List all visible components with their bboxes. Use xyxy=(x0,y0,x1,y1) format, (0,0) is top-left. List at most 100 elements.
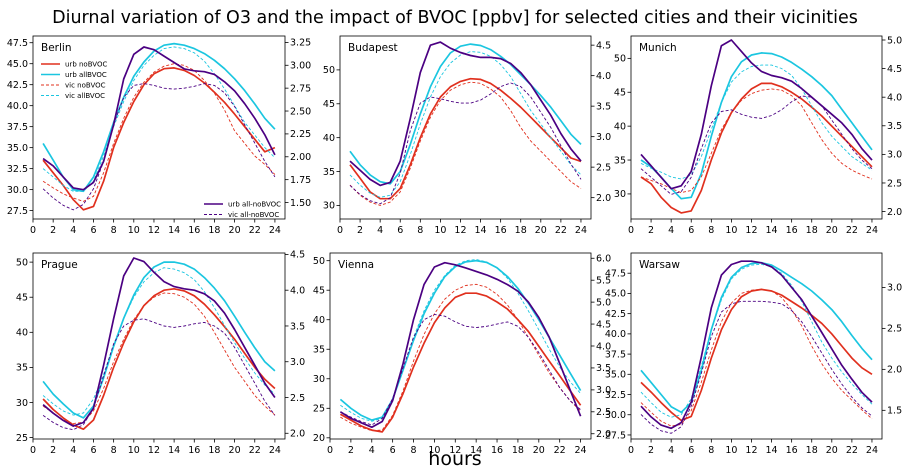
series-line-urb-noBVOC xyxy=(42,287,276,431)
series-line-vic-allBVOC xyxy=(349,51,582,198)
y-tick-label: 42.5 xyxy=(605,309,626,320)
y2-tick-label: 2.5 xyxy=(596,162,611,173)
x-tick-label: 22 xyxy=(554,445,566,456)
series-line-urb-all-noBVOC xyxy=(42,257,276,427)
x-tick-label: 6 xyxy=(688,225,694,236)
x-tick-label: 0 xyxy=(327,445,333,456)
y2-tick-label: 2.5 xyxy=(290,393,305,404)
y-tick-label: 30 xyxy=(323,201,335,212)
x-tick-label: 12 xyxy=(745,225,757,236)
y-tick-label: 45 xyxy=(16,293,28,304)
series-line-vic-allBVOC xyxy=(42,46,276,192)
y2-tick-label: 1.5 xyxy=(887,406,902,417)
y2-tick-label: 3.0 xyxy=(887,150,902,161)
series-line-urb-noBVOC xyxy=(349,77,582,200)
y2-tick-label: 3.5 xyxy=(290,321,305,332)
y-tick-label: 30.0 xyxy=(605,410,626,421)
y2-tick-label: 3.5 xyxy=(596,363,611,374)
y2-tick-label: 2.5 xyxy=(596,407,611,418)
x-tick-label: 2 xyxy=(50,225,56,236)
y-tick-label: 35 xyxy=(313,345,325,356)
y2-tick-label: 2.0 xyxy=(596,429,611,440)
y-tick-label: 35 xyxy=(16,363,28,374)
x-tick-label: 8 xyxy=(708,225,714,236)
y2-tick-label: 2.5 xyxy=(887,178,902,189)
x-tick-label: 12 xyxy=(745,445,757,456)
plot-frame xyxy=(630,35,883,220)
y-tick-label: 50 xyxy=(323,65,335,76)
y-tick-label: 40 xyxy=(313,315,325,326)
panel-title: Warsaw xyxy=(639,259,680,271)
series-line-urb-all-noBVOC xyxy=(42,46,276,191)
y2-tick-label: 3.00 xyxy=(290,61,311,72)
y2-tick-label: 2.0 xyxy=(887,365,902,376)
x-tick-label: 2 xyxy=(648,445,654,456)
series-line-urb-allBVOC xyxy=(339,259,582,421)
x-tick-label: 24 xyxy=(866,445,878,456)
x-tick-label: 2 xyxy=(348,445,354,456)
x-tick-label: 14 xyxy=(766,225,778,236)
x-tick-label: 4 xyxy=(369,445,375,456)
chart-panel-budapest: 0 2 4 6 8 10 12 14 16 18 20 22 2430354045502.02.53.0… xyxy=(323,35,611,236)
y2-tick-label: 2.0 xyxy=(887,207,902,218)
x-tick-label: 24 xyxy=(269,225,281,236)
panel-title: Budapest xyxy=(348,42,398,54)
y-tick-label: 40 xyxy=(16,328,28,339)
x-tick-label: 12 xyxy=(449,445,461,456)
legend-label: urb noBVOC xyxy=(65,61,107,69)
y-tick-label: 32.5 xyxy=(7,164,28,175)
x-tick-label: 18 xyxy=(208,445,220,456)
x-tick-label: 24 xyxy=(866,225,878,236)
y-tick-label: 27.5 xyxy=(7,206,28,217)
series-line-urb-allBVOC xyxy=(42,261,276,419)
x-tick-label: 10 xyxy=(128,445,140,456)
x-tick-label: 2 xyxy=(50,445,56,456)
x-tick-label: 18 xyxy=(806,225,818,236)
x-tick-label: 14 xyxy=(766,445,778,456)
y2-tick-label: 6.0 xyxy=(596,254,611,265)
x-tick-label: 8 xyxy=(111,445,117,456)
y2-tick-label: 1.75 xyxy=(290,175,311,186)
y-tick-label: 30 xyxy=(614,189,626,200)
y2-tick-label: 5.0 xyxy=(596,297,611,308)
x-tick-label: 0 xyxy=(628,445,634,456)
series-line-vic-noBVOC xyxy=(640,88,873,194)
y2-tick-label: 4.0 xyxy=(887,92,902,103)
y2-tick-label: 1.50 xyxy=(290,198,311,209)
y-tick-label: 20 xyxy=(313,433,325,444)
series-line-vic-all-noBVOC xyxy=(640,300,873,434)
series-line-vic-noBVOC xyxy=(349,81,582,206)
x-tick-label: 10 xyxy=(725,445,737,456)
x-tick-label: 16 xyxy=(188,225,200,236)
y-tick-label: 50 xyxy=(614,54,626,65)
x-tick-label: 4 xyxy=(668,445,674,456)
series-line-vic-noBVOC xyxy=(42,292,276,425)
legend-label: urb allBVOC xyxy=(65,71,107,79)
y2-tick-label: 3.5 xyxy=(596,101,611,112)
x-tick-label: 14 xyxy=(168,445,180,456)
y2-tick-label: 2.0 xyxy=(290,429,305,440)
legend-label: vic noBVOC xyxy=(65,82,106,90)
y2-tick-label: 4.5 xyxy=(596,40,611,51)
y2-tick-label: 2.50 xyxy=(290,106,311,117)
series-line-urb-allBVOC xyxy=(349,43,582,185)
y2-tick-label: 3.0 xyxy=(290,357,305,368)
x-tick-label: 0 xyxy=(628,225,634,236)
y-tick-label: 30 xyxy=(313,374,325,385)
y2-tick-label: 5.5 xyxy=(596,275,611,286)
x-tick-label: 22 xyxy=(249,445,261,456)
x-tick-label: 14 xyxy=(168,225,180,236)
x-tick-label: 6 xyxy=(90,225,96,236)
x-tick-label: 22 xyxy=(846,225,858,236)
x-tick-label: 0 xyxy=(30,225,36,236)
legend-label: vic allBVOC xyxy=(65,92,105,100)
x-tick-label: 16 xyxy=(491,445,503,456)
y-tick-label: 45 xyxy=(323,99,335,110)
series-line-urb-all-noBVOC xyxy=(640,260,873,430)
series-line-vic-allBVOC xyxy=(42,267,276,416)
y2-tick-label: 4.0 xyxy=(596,341,611,352)
plot-frame xyxy=(339,35,592,220)
series-line-urb-all-noBVOC xyxy=(640,39,873,190)
y-tick-label: 30 xyxy=(16,398,28,409)
